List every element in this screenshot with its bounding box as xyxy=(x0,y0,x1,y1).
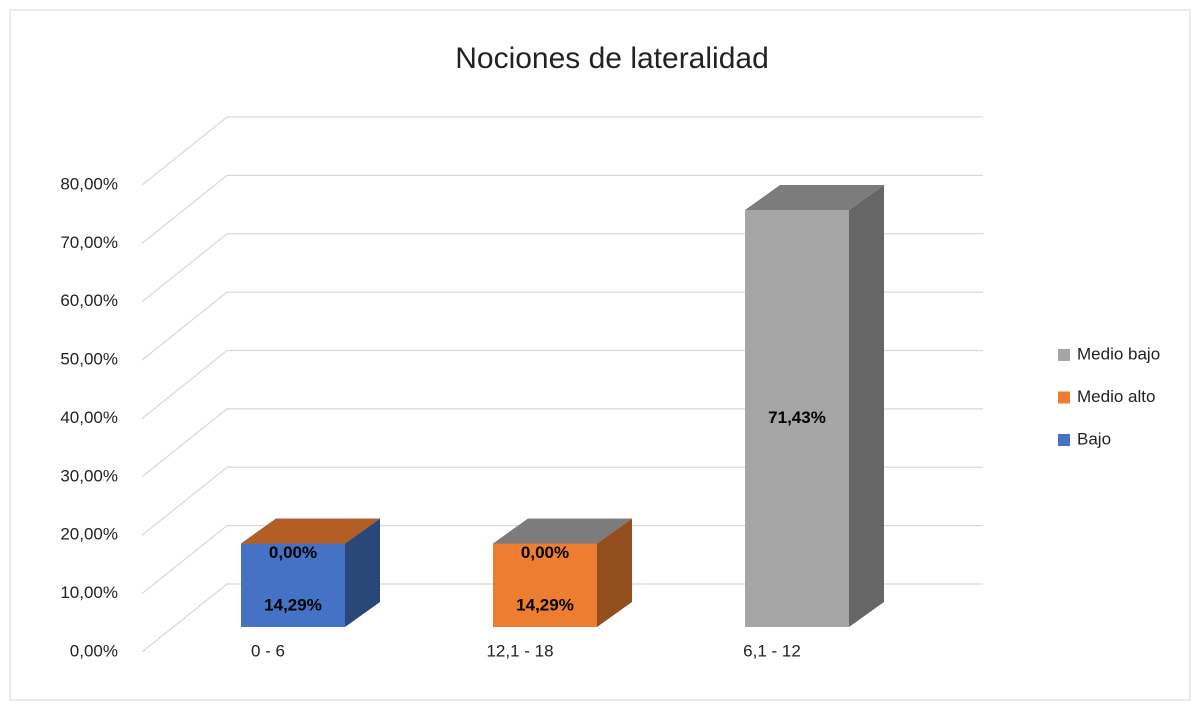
x-tick-label: 0 - 6 xyxy=(251,641,285,660)
y-tick-label: 70,00% xyxy=(60,233,118,252)
chart-title: Nociones de lateralidad xyxy=(455,42,769,75)
bar-side xyxy=(597,518,632,627)
y-tick-label: 10,00% xyxy=(60,583,118,602)
y-tick-label: 60,00% xyxy=(60,291,118,310)
data-label: 0,00% xyxy=(521,543,569,562)
grid-line xyxy=(141,524,983,595)
y-tick-label: 40,00% xyxy=(60,408,118,427)
grid-line xyxy=(141,233,983,303)
bar xyxy=(241,543,345,627)
grid-line xyxy=(141,466,983,536)
bar-side xyxy=(345,518,380,627)
bar-top xyxy=(493,518,632,544)
y-tick-label: 50,00% xyxy=(60,350,118,369)
bar-top xyxy=(745,185,884,211)
legend-label: Medio bajo xyxy=(1077,344,1160,363)
legend-swatch xyxy=(1058,349,1070,361)
y-tick-label: 20,00% xyxy=(60,525,118,544)
grid-line xyxy=(141,583,983,653)
bar xyxy=(493,543,597,627)
bar-top xyxy=(241,518,380,544)
x-tick-label: 12,1 - 18 xyxy=(486,641,553,660)
data-label: 14,29% xyxy=(516,596,574,615)
y-tick-label: 80,00% xyxy=(60,174,118,193)
data-label: 0,00% xyxy=(269,543,317,562)
grid-line xyxy=(141,291,983,361)
legend-swatch xyxy=(1058,434,1070,446)
y-tick-label: 30,00% xyxy=(60,466,118,485)
y-tick-label: 0,00% xyxy=(70,641,118,660)
legend-label: Bajo xyxy=(1077,429,1111,448)
legend-swatch xyxy=(1058,391,1070,404)
x-tick-label: 6,1 - 12 xyxy=(743,641,801,660)
grid-line xyxy=(141,116,983,186)
legend-label: Medio alto xyxy=(1077,387,1155,406)
bar-side xyxy=(849,185,884,627)
grid-line xyxy=(141,174,983,244)
data-label: 14,29% xyxy=(264,596,322,615)
grid-line xyxy=(141,408,983,478)
data-label: 71,43% xyxy=(768,408,826,427)
grid-line xyxy=(141,349,983,420)
bar xyxy=(745,210,849,627)
